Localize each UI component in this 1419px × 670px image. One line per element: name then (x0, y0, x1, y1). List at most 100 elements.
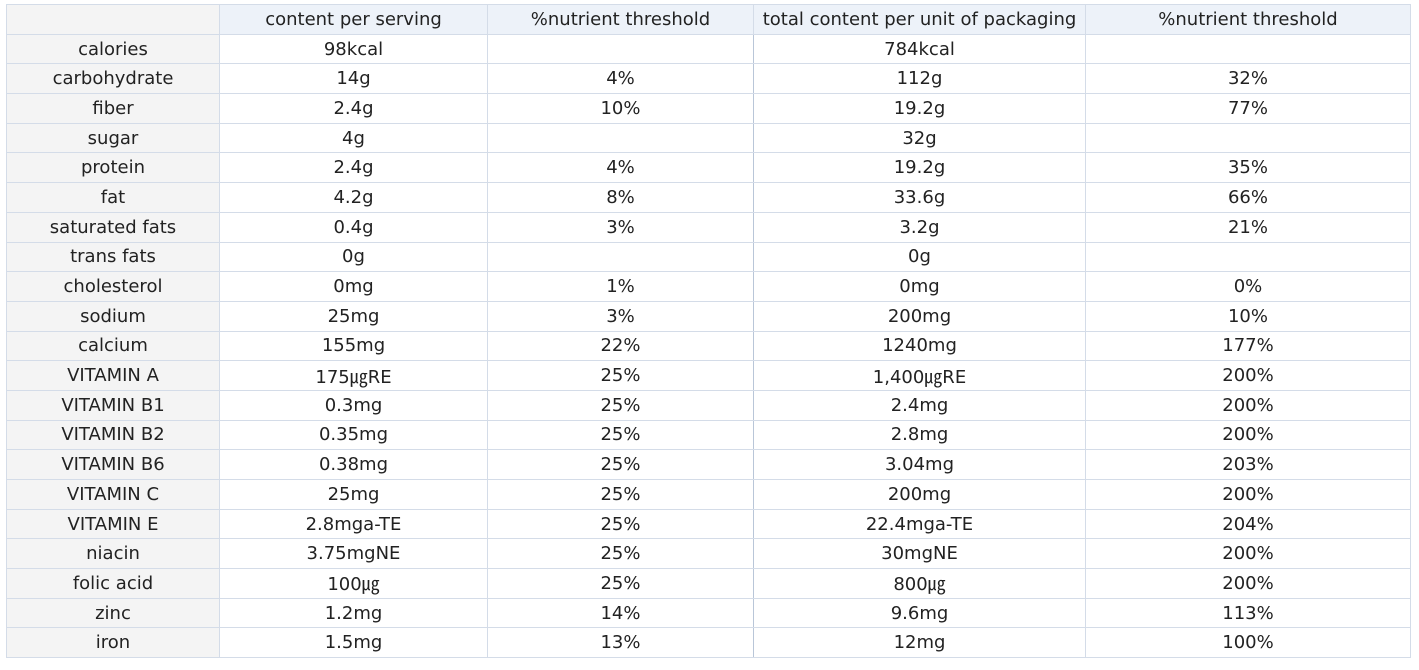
package-threshold-cell: 200% (1085, 568, 1411, 599)
table-row: saturated fats 0.4g 3% 3.2g 21% (6, 211, 1411, 243)
content-per-serving-cell: 0g (219, 241, 488, 273)
total-content-cell: 19.2g (753, 93, 1086, 124)
table-row: carbohydrate 14g 4% 112g 32% (6, 63, 1411, 95)
content-per-serving-cell: 2.8mga-TE (219, 508, 488, 540)
serving-threshold-cell: 22% (487, 330, 754, 362)
package-threshold-cell: 200% (1085, 479, 1411, 510)
serving-threshold-cell: 3% (487, 300, 754, 332)
table-row: calcium 155mg 22% 1240mg 177% (6, 330, 1411, 362)
serving-threshold-cell: 25% (487, 360, 754, 391)
content-per-serving-cell: 25mg (219, 479, 488, 510)
total-content-cell: 32g (753, 122, 1086, 154)
row-label: fat (6, 182, 220, 213)
row-label: VITAMIN B2 (6, 419, 220, 451)
total-content-cell: 800㎍ (753, 568, 1086, 599)
table-header: content per serving %nutrient threshold … (6, 4, 1411, 35)
package-threshold-cell: 203% (1085, 449, 1411, 480)
table-row: cholesterol 0mg 1% 0mg 0% (6, 271, 1411, 302)
serving-threshold-cell: 25% (487, 568, 754, 599)
total-content-cell: 1240mg (753, 330, 1086, 362)
serving-threshold-cell (487, 122, 754, 154)
row-label: carbohydrate (6, 63, 220, 95)
row-label: folic acid (6, 568, 220, 599)
package-threshold-cell: 66% (1085, 182, 1411, 213)
nutrition-table-container: content per serving %nutrient threshold … (6, 4, 1411, 659)
row-label: calories (6, 33, 220, 65)
header-content-per-serving: content per serving (219, 4, 488, 35)
row-label: protein (6, 152, 220, 184)
total-content-cell: 112g (753, 63, 1086, 95)
table-row: VITAMIN E 2.8mga-TE 25% 22.4mga-TE 204% (6, 508, 1411, 540)
header-package-nutrient-threshold: %nutrient threshold (1085, 4, 1411, 35)
content-per-serving-cell: 2.4g (219, 152, 488, 184)
serving-threshold-cell: 8% (487, 182, 754, 213)
package-threshold-cell: 35% (1085, 152, 1411, 184)
row-label: zinc (6, 597, 220, 629)
serving-threshold-cell: 25% (487, 479, 754, 510)
total-content-cell: 2.8mg (753, 419, 1086, 451)
row-label: iron (6, 627, 220, 659)
row-label: niacin (6, 538, 220, 570)
serving-threshold-cell: 3% (487, 211, 754, 243)
header-row: content per serving %nutrient threshold … (6, 4, 1411, 35)
package-threshold-cell: 177% (1085, 330, 1411, 362)
table-row: iron 1.5mg 13% 12mg 100% (6, 627, 1411, 659)
package-threshold-cell: 200% (1085, 419, 1411, 451)
package-threshold-cell: 200% (1085, 538, 1411, 570)
content-per-serving-cell: 155mg (219, 330, 488, 362)
row-label: VITAMIN E (6, 508, 220, 540)
row-label: sodium (6, 300, 220, 332)
content-per-serving-cell: 14g (219, 63, 488, 95)
header-serving-nutrient-threshold: %nutrient threshold (487, 4, 754, 35)
table-row: zinc 1.2mg 14% 9.6mg 113% (6, 597, 1411, 629)
corner-header-cell (6, 4, 220, 35)
serving-threshold-cell: 1% (487, 271, 754, 302)
total-content-cell: 33.6g (753, 182, 1086, 213)
package-threshold-cell: 113% (1085, 597, 1411, 629)
content-per-serving-cell: 25mg (219, 300, 488, 332)
table-row: calories 98kcal 784kcal (6, 33, 1411, 65)
table-row: sodium 25mg 3% 200mg 10% (6, 300, 1411, 332)
total-content-cell: 2.4mg (753, 389, 1086, 421)
serving-threshold-cell: 25% (487, 419, 754, 451)
serving-threshold-cell: 4% (487, 152, 754, 184)
serving-threshold-cell: 25% (487, 538, 754, 570)
total-content-cell: 200mg (753, 300, 1086, 332)
package-threshold-cell: 100% (1085, 627, 1411, 659)
nutrition-table: content per serving %nutrient threshold … (6, 4, 1411, 659)
content-per-serving-cell: 4.2g (219, 182, 488, 213)
total-content-cell: 784kcal (753, 33, 1086, 65)
serving-threshold-cell: 14% (487, 597, 754, 629)
serving-threshold-cell: 4% (487, 63, 754, 95)
table-row: folic acid 100㎍ 25% 800㎍ 200% (6, 568, 1411, 599)
row-label: calcium (6, 330, 220, 362)
package-threshold-cell: 200% (1085, 389, 1411, 421)
content-per-serving-cell: 0.38mg (219, 449, 488, 480)
total-content-cell: 22.4mga-TE (753, 508, 1086, 540)
table-row: VITAMIN B1 0.3mg 25% 2.4mg 200% (6, 389, 1411, 421)
package-threshold-cell: 32% (1085, 63, 1411, 95)
table-row: trans fats 0g 0g (6, 241, 1411, 273)
total-content-cell: 19.2g (753, 152, 1086, 184)
content-per-serving-cell: 0.4g (219, 211, 488, 243)
table-row: niacin 3.75mgNE 25% 30mgNE 200% (6, 538, 1411, 570)
package-threshold-cell: 0% (1085, 271, 1411, 302)
package-threshold-cell: 200% (1085, 360, 1411, 391)
content-per-serving-cell: 1.2mg (219, 597, 488, 629)
total-content-cell: 3.04mg (753, 449, 1086, 480)
serving-threshold-cell: 13% (487, 627, 754, 659)
total-content-cell: 30mgNE (753, 538, 1086, 570)
package-threshold-cell: 204% (1085, 508, 1411, 540)
row-label: saturated fats (6, 211, 220, 243)
package-threshold-cell: 77% (1085, 93, 1411, 124)
table-row: VITAMIN A 175㎍RE 25% 1,400㎍RE 200% (6, 360, 1411, 391)
total-content-cell: 200mg (753, 479, 1086, 510)
table-row: fat 4.2g 8% 33.6g 66% (6, 182, 1411, 213)
content-per-serving-cell: 3.75mgNE (219, 538, 488, 570)
content-per-serving-cell: 98kcal (219, 33, 488, 65)
row-label: VITAMIN A (6, 360, 220, 391)
content-per-serving-cell: 175㎍RE (219, 360, 488, 391)
serving-threshold-cell: 25% (487, 449, 754, 480)
row-label: cholesterol (6, 271, 220, 302)
package-threshold-cell: 10% (1085, 300, 1411, 332)
